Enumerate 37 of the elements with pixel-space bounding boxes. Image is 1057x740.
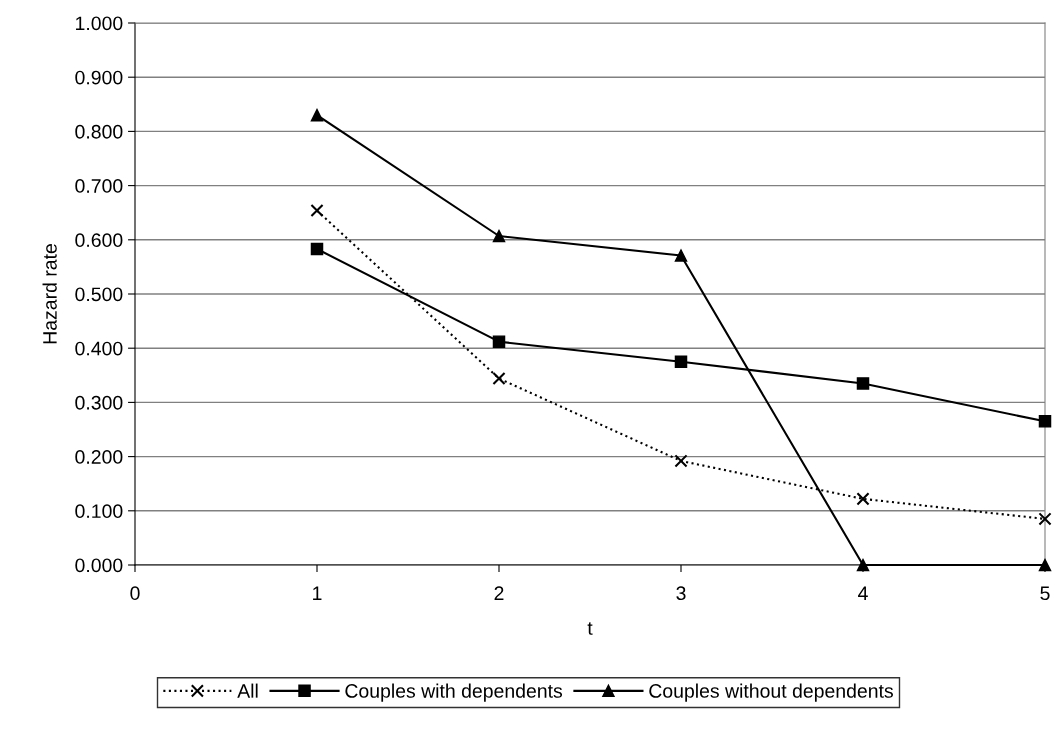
point: [856, 558, 870, 572]
point: [492, 371, 506, 386]
point: [674, 454, 688, 468]
point: [674, 355, 688, 369]
point: [492, 229, 506, 243]
point: [310, 203, 324, 218]
point: [674, 249, 688, 262]
point: [856, 377, 870, 390]
legend-label: All: [237, 683, 258, 698]
y-tick-label: 0.000: [75, 558, 123, 573]
x-tick-label: 5: [1040, 586, 1050, 601]
y-tick-label: 1.000: [76, 16, 123, 31]
point: [856, 492, 870, 506]
point: [1038, 558, 1052, 572]
x-tick-label: 2: [494, 586, 504, 600]
point: [492, 335, 506, 348]
y-axis-title: Hazard rate: [42, 244, 57, 344]
y-tick-label: 0.400: [75, 341, 123, 356]
y-tick-label: 0.800: [75, 124, 123, 139]
y-tick-label: 0.300: [75, 395, 123, 410]
y-tick-label: 0.500: [75, 287, 123, 302]
y-tick-label: 0.600: [75, 233, 123, 248]
point: [1038, 512, 1052, 526]
point: [310, 108, 324, 122]
y-tick-label: 0.900: [75, 70, 123, 85]
legend-label: Couples with dependents: [345, 683, 563, 702]
y-tick-label: 0.700: [75, 179, 123, 193]
legend-label: Couples without dependents: [649, 683, 893, 702]
y-tick-label: 0.100: [75, 504, 123, 519]
x-tick-label: 0: [130, 586, 140, 601]
x-axis-title: t: [587, 622, 593, 635]
x-tick-label: 3: [676, 586, 686, 601]
x-tick-label: 1: [313, 586, 322, 600]
x-tick-label: 4: [858, 586, 868, 600]
point: [1038, 415, 1052, 428]
y-tick-label: 0.200: [75, 450, 123, 464]
point: [310, 242, 324, 256]
